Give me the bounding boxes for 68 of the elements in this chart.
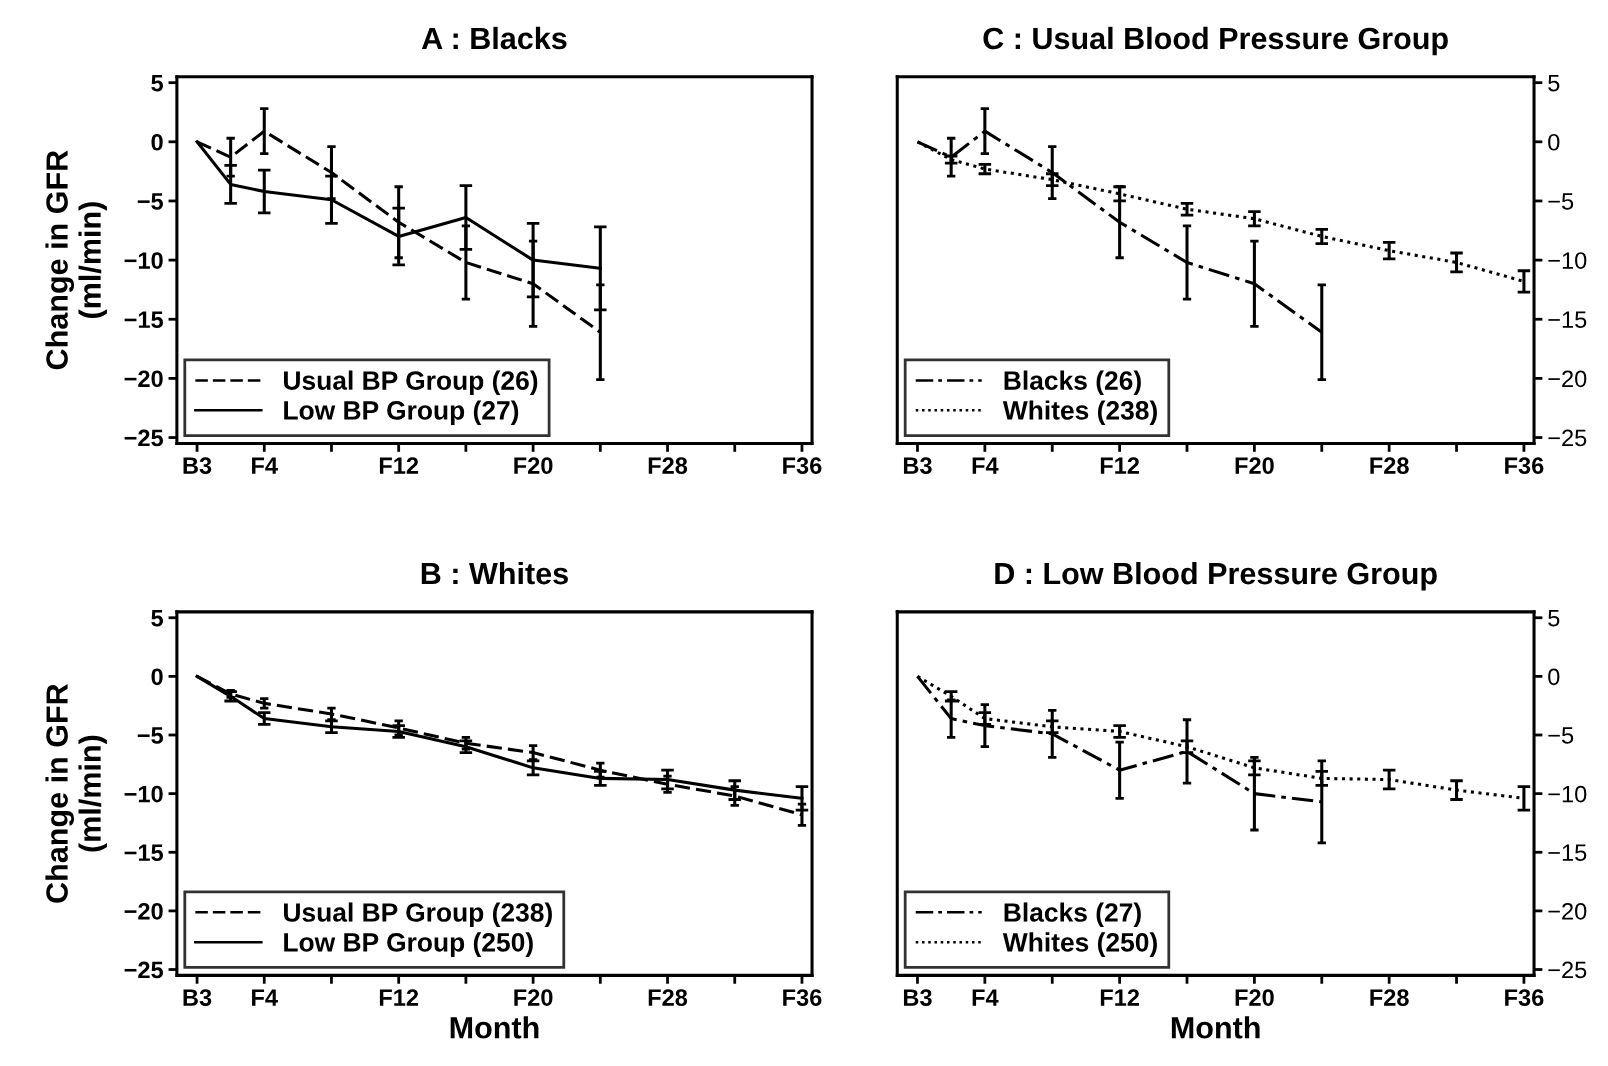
x-tick-label: F20	[514, 989, 553, 1006]
x-tick-label: F28	[648, 457, 688, 474]
y-tick-label: 5	[1548, 74, 1560, 92]
y-tick-label: −15	[1548, 844, 1587, 862]
legend-label: Blacks (27)	[1004, 902, 1141, 928]
y-tick-label: 0	[151, 668, 163, 686]
y-tick-label: −20	[1548, 902, 1587, 920]
y-tick-label: 5	[151, 74, 164, 92]
legend-label: Blacks (26)	[1004, 370, 1141, 396]
x-tick-label: B3	[183, 989, 212, 1006]
x-tick-label: F12	[379, 457, 419, 474]
legend-label: Low BP Group (27)	[284, 400, 519, 425]
x-tick-label: B3	[903, 989, 932, 1006]
x-tick-label: F36	[783, 989, 822, 1006]
x-tick-label: F4	[252, 457, 278, 474]
x-tick-label: F36	[1505, 457, 1544, 475]
x-tick-label: B3	[183, 457, 212, 475]
chart-title: B : Whites	[421, 561, 568, 585]
y-tick-label: −25	[124, 429, 164, 447]
legend-label: Whites (238)	[1002, 400, 1157, 425]
x-tick-label: F36	[1505, 989, 1544, 1006]
y-tick-label: −5	[137, 193, 164, 210]
y-tick-label: −25	[1548, 961, 1587, 979]
x-tick-label: F28	[1370, 457, 1409, 474]
y-tick-label: −20	[124, 902, 163, 920]
y-tick-label: 0	[151, 133, 163, 151]
chart-title: C : Usual Blood Pressure Group	[983, 26, 1448, 56]
y-tick-label: −25	[1548, 429, 1587, 447]
chart-title: A : Blacks	[421, 26, 567, 50]
y-axis-title: Change in GFR (ml/min)	[45, 150, 107, 370]
y-tick-label: −10	[124, 252, 163, 269]
y-tick-label: −5	[1548, 193, 1574, 210]
y-tick-label: 0	[1548, 133, 1560, 151]
legend-label: Low BP Group (250)	[284, 932, 533, 957]
y-tick-label: −15	[1548, 311, 1587, 329]
y-tick-label: −5	[137, 727, 164, 744]
legend-label: Whites (250)	[1002, 932, 1157, 957]
y-tick-label: −10	[1548, 252, 1587, 269]
legend-label: Usual BP Group (238)	[284, 902, 552, 928]
x-tick-label: F4	[972, 457, 999, 474]
x-tick-label: B3	[903, 457, 932, 475]
x-tick-label: F12	[379, 989, 419, 1006]
x-axis-title: Month	[1171, 1016, 1260, 1039]
y-tick-label: −15	[124, 311, 164, 329]
y-tick-label: −10	[1548, 785, 1587, 803]
x-axis-title: Month	[450, 1016, 539, 1039]
y-tick-label: −20	[1548, 370, 1587, 388]
x-tick-label: F4	[972, 989, 999, 1006]
x-tick-label: F20	[1235, 457, 1274, 474]
y-tick-label: 5	[151, 610, 164, 627]
x-tick-label: F12	[1100, 457, 1140, 474]
y-axis-title: Change in GFR (ml/min)	[45, 683, 107, 903]
y-tick-label: −25	[124, 961, 164, 979]
y-tick-label: −5	[1548, 727, 1574, 744]
x-tick-label: F12	[1100, 989, 1140, 1006]
x-tick-label: F28	[1370, 989, 1409, 1006]
legend-label: Usual BP Group (26)	[284, 370, 538, 396]
y-tick-label: 0	[1548, 668, 1560, 686]
x-tick-label: F20	[1235, 989, 1274, 1006]
y-tick-label: −20	[124, 370, 163, 388]
y-tick-label: −15	[124, 844, 164, 862]
y-tick-label: −10	[124, 785, 163, 803]
y-tick-label: 5	[1548, 610, 1560, 627]
x-tick-label: F28	[648, 989, 688, 1006]
x-tick-label: F4	[252, 989, 278, 1006]
x-tick-label: F36	[783, 457, 822, 475]
x-tick-label: F20	[514, 457, 553, 474]
chart-title: D : Low Blood Pressure Group	[995, 561, 1437, 591]
